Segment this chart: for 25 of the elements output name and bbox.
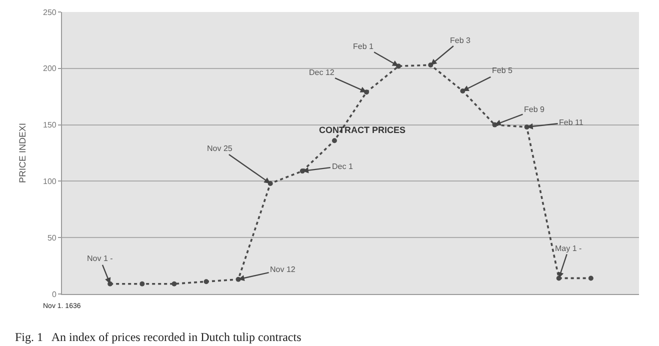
y-tick-label: 50 — [47, 233, 57, 242]
y-tick-label: 0 — [52, 290, 57, 299]
point — [172, 281, 177, 286]
annotation: CONTRACT PRICES — [319, 125, 406, 135]
point — [588, 276, 594, 281]
point — [140, 281, 145, 286]
annotation: Feb 5 — [492, 66, 514, 75]
y-tick-label: 250 — [43, 8, 57, 17]
point — [332, 138, 337, 144]
annotation: Feb 9 — [524, 105, 546, 114]
annotation: Feb 11 — [559, 118, 584, 127]
annotation: Nov 12 — [270, 265, 296, 274]
annotation: Dec 1 — [332, 162, 354, 171]
annotation: May 1 - — [555, 244, 582, 253]
annotation: Dec 12 — [309, 68, 335, 77]
y-tick-label: 150 — [43, 120, 57, 130]
caption: Fig. 1 An index of prices recorded in Dutch tulip contracts — [15, 330, 302, 344]
y-tick-label: 100 — [43, 177, 57, 186]
point — [204, 279, 209, 284]
y-tick-label: 200 — [43, 64, 57, 74]
annotation: Nov 25 — [207, 144, 233, 153]
annotation: Feb 3 — [450, 36, 472, 45]
y-axis-title: PRICE INDEXI — [17, 122, 28, 184]
annotation: Nov 1 - — [87, 254, 114, 263]
annotation: Feb 1 — [353, 42, 374, 51]
